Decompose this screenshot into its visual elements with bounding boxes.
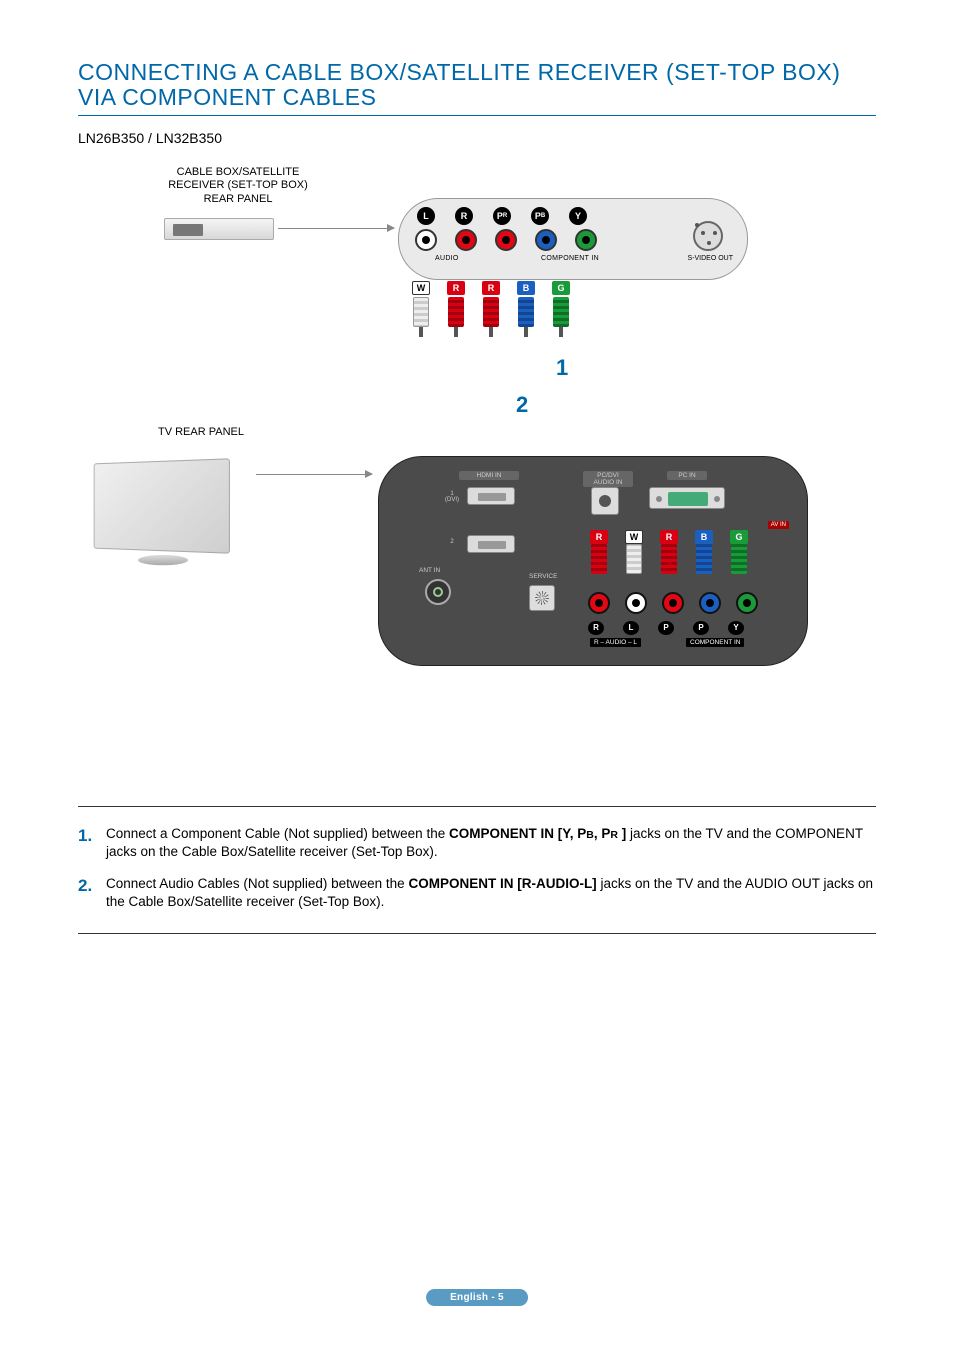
instruction-1: 1. Connect a Component Cable (Not suppli… bbox=[78, 825, 876, 861]
instruction-number: 1. bbox=[78, 825, 96, 861]
plug-b: B bbox=[515, 281, 537, 335]
tv-jack-pb bbox=[699, 592, 721, 614]
model-numbers: LN26B350 / LN32B350 bbox=[78, 130, 876, 146]
tv-plug-g: G bbox=[728, 520, 750, 574]
cable-number-1: 1 bbox=[556, 355, 568, 381]
jack-pr bbox=[495, 229, 517, 251]
jack-audio-l bbox=[415, 229, 437, 251]
pc-in-label: PC IN bbox=[667, 471, 707, 480]
jack-audio-r bbox=[455, 229, 477, 251]
jack-y bbox=[575, 229, 597, 251]
badge-audio-l: L bbox=[417, 207, 435, 225]
svideo-label: S-VIDEO OUT bbox=[687, 255, 733, 262]
title-line-1: CONNECTING A CABLE BOX/SATELLITE RECEIVE… bbox=[78, 59, 840, 85]
tv-jack-badges: R L P P Y bbox=[588, 621, 744, 635]
instruction-number: 2. bbox=[78, 875, 96, 911]
tv-audio-label: R – AUDIO – L bbox=[590, 638, 641, 647]
tv-component-jacks bbox=[588, 592, 758, 614]
plug-r2: R bbox=[480, 281, 502, 335]
pc-in-port bbox=[649, 487, 725, 509]
tv-rear-panel-label: TV REAR PANEL bbox=[158, 426, 244, 438]
pc-dvi-audio-label: PC/DVI AUDIO IN bbox=[583, 471, 633, 487]
instruction-text: Connect a Component Cable (Not supplied)… bbox=[106, 825, 876, 861]
hdmi-port-1 bbox=[467, 487, 515, 505]
plugs-to-tv: R W R B G bbox=[588, 520, 750, 574]
tv-illustration bbox=[78, 446, 268, 576]
page-title: CONNECTING A CABLE BOX/SATELLITE RECEIVE… bbox=[78, 60, 876, 116]
tv-jack-audio-r bbox=[588, 592, 610, 614]
av-in-label: AV IN bbox=[768, 521, 789, 529]
stb-audio-label: AUDIO bbox=[435, 255, 459, 262]
instruction-text: Connect Audio Cables (Not supplied) betw… bbox=[106, 875, 876, 911]
instructions-block: 1. Connect a Component Cable (Not suppli… bbox=[78, 806, 876, 935]
badge-y: Y bbox=[569, 207, 587, 225]
tv-jack-y bbox=[736, 592, 758, 614]
tv-jack-pr bbox=[662, 592, 684, 614]
stb-port-badges: L R PR PB Y bbox=[417, 207, 587, 225]
instruction-2: 2. Connect Audio Cables (Not supplied) b… bbox=[78, 875, 876, 911]
hdmi-in-label: HDMI IN bbox=[459, 471, 519, 480]
badge-pb: PB bbox=[531, 207, 549, 225]
ant-in-port bbox=[425, 579, 451, 605]
badge-audio-r: R bbox=[455, 207, 473, 225]
tv-plug-r1: R bbox=[588, 520, 610, 574]
plug-r1: R bbox=[445, 281, 467, 335]
stb-device-illustration bbox=[164, 218, 274, 240]
badge-pr: PR bbox=[493, 207, 511, 225]
connection-diagram: CABLE BOX/SATELLITE RECEIVER (SET-TOP BO… bbox=[78, 156, 878, 696]
tv-component-label: COMPONENT IN bbox=[686, 638, 744, 647]
cable-number-2: 2 bbox=[516, 392, 528, 418]
stb-rear-panel: L R PR PB Y AUDIO COMPONENT IN S-VIDEO O… bbox=[398, 198, 748, 280]
svideo-port bbox=[693, 221, 723, 251]
arrow-to-tv-panel bbox=[256, 474, 372, 475]
hdmi-2-num: 2 bbox=[445, 539, 459, 545]
ant-in-label: ANT IN bbox=[419, 567, 440, 574]
service-label: SERVICE bbox=[529, 573, 557, 580]
stb-component-label: COMPONENT IN bbox=[541, 255, 599, 262]
stb-rear-panel-label: CABLE BOX/SATELLITE RECEIVER (SET-TOP BO… bbox=[138, 166, 338, 207]
tv-jack-audio-l bbox=[625, 592, 647, 614]
arrow-to-stb-panel bbox=[278, 228, 394, 229]
plug-g: G bbox=[550, 281, 572, 335]
tv-plug-r2: R bbox=[658, 520, 680, 574]
page-footer: English - 5 bbox=[426, 1289, 528, 1306]
hdmi-port-2 bbox=[467, 535, 515, 553]
pc-dvi-audio-port bbox=[591, 487, 619, 515]
plug-w: W bbox=[410, 281, 432, 335]
hdmi-1-num: 1 (DVI) bbox=[445, 491, 459, 503]
jack-pb bbox=[535, 229, 557, 251]
title-line-2: VIA COMPONENT CABLES bbox=[78, 84, 376, 110]
stb-jacks bbox=[415, 229, 597, 251]
tv-plug-w: W bbox=[623, 520, 645, 574]
service-port bbox=[529, 585, 555, 611]
tv-plug-b: B bbox=[693, 520, 715, 574]
plugs-to-stb: W R R B G bbox=[410, 281, 572, 335]
